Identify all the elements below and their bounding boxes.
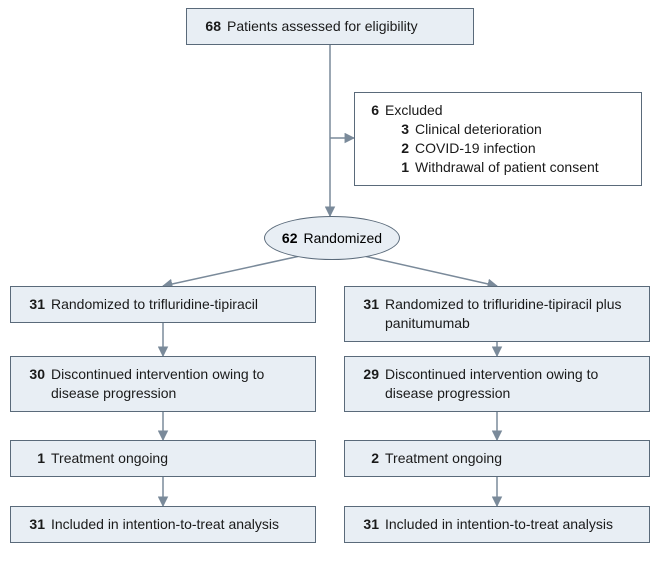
node-right-itt: 31 Included in intention-to-treat analysi… bbox=[344, 506, 650, 543]
excluded-r2-label: Withdrawal of patient consent bbox=[415, 158, 599, 177]
right-ongo-n: 2 bbox=[355, 449, 379, 468]
left-itt-n: 31 bbox=[21, 515, 45, 534]
right-itt-label: Included in intention-to-treat analysis bbox=[385, 515, 613, 534]
right-rand-label: Randomized to trifluridine-tipiracil plu… bbox=[385, 295, 639, 333]
left-disc-label: Discontinued intervention owing to disea… bbox=[51, 365, 305, 403]
right-disc-n: 29 bbox=[355, 365, 379, 384]
excluded-r0-n: 3 bbox=[395, 120, 409, 139]
node-right-disc: 29 Discontinued intervention owing to dis… bbox=[344, 356, 650, 412]
randomized-n: 62 bbox=[282, 230, 298, 246]
node-right-ongo: 2 Treatment ongoing bbox=[344, 440, 650, 477]
left-ongo-n: 1 bbox=[21, 449, 45, 468]
excluded-r1-label: COVID-19 infection bbox=[415, 139, 536, 158]
right-rand-n: 31 bbox=[355, 295, 379, 314]
excluded-r2-n: 1 bbox=[395, 158, 409, 177]
left-disc-n: 30 bbox=[21, 365, 45, 384]
excluded-r1-n: 2 bbox=[395, 139, 409, 158]
node-randomized: 62 Randomized bbox=[264, 216, 400, 260]
right-itt-n: 31 bbox=[355, 515, 379, 534]
left-ongo-label: Treatment ongoing bbox=[51, 449, 168, 468]
left-rand-label: Randomized to trifluridine-tipiracil bbox=[51, 295, 258, 314]
node-left-rand: 31 Randomized to trifluridine-tipiracil bbox=[10, 286, 316, 323]
node-left-itt: 31 Included in intention-to-treat analysi… bbox=[10, 506, 316, 543]
excluded-n: 6 bbox=[365, 101, 379, 120]
node-left-disc: 30 Discontinued intervention owing to dis… bbox=[10, 356, 316, 412]
node-excluded: 6 Excluded 3 Clinical deterioration 2 COVID… bbox=[354, 92, 642, 186]
excluded-label: Excluded bbox=[385, 101, 443, 120]
randomized-label: Randomized bbox=[303, 230, 382, 246]
excluded-r0-label: Clinical deterioration bbox=[415, 120, 542, 139]
right-ongo-label: Treatment ongoing bbox=[385, 449, 502, 468]
node-assessed: 68 Patients assessed for eligibility bbox=[186, 8, 474, 45]
assessed-label: Patients assessed for eligibility bbox=[227, 17, 418, 36]
left-rand-n: 31 bbox=[21, 295, 45, 314]
node-right-rand: 31 Randomized to trifluridine-tipiracil p… bbox=[344, 286, 650, 342]
assessed-n: 68 bbox=[197, 17, 221, 36]
right-disc-label: Discontinued intervention owing to disea… bbox=[385, 365, 639, 403]
left-itt-label: Included in intention-to-treat analysis bbox=[51, 515, 279, 534]
node-left-ongo: 1 Treatment ongoing bbox=[10, 440, 316, 477]
